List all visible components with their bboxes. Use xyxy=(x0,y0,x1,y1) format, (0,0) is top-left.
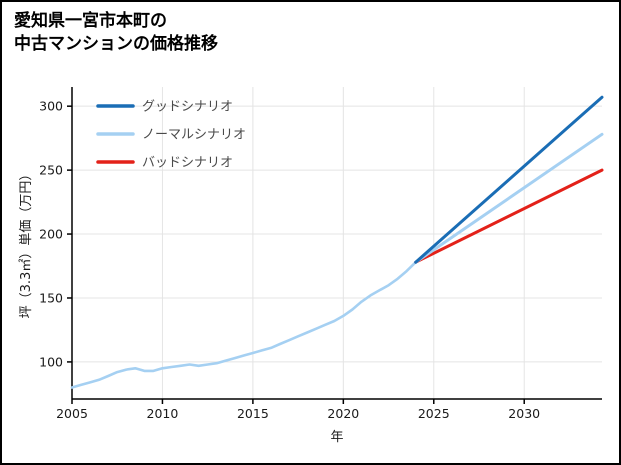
series-line-history xyxy=(70,260,418,389)
x-axis-title: 年 xyxy=(330,430,343,445)
series-line-3 xyxy=(414,95,604,264)
chart-title: 愛知県一宮市本町の 中古マンションの価格推移 xyxy=(14,10,218,56)
y-tick-label: 250 xyxy=(39,163,63,178)
series-line-2 xyxy=(414,132,604,264)
x-tick-label: 2020 xyxy=(327,406,359,421)
y-tick-label: 300 xyxy=(39,99,63,114)
series-line-1 xyxy=(414,168,604,264)
x-tick-label: 2030 xyxy=(508,406,540,421)
legend-label-2: バッドシナリオ xyxy=(142,156,233,171)
chart-title-line1: 愛知県一宮市本町の xyxy=(14,11,167,31)
x-tick-label: 2005 xyxy=(56,406,88,421)
x-tick-label: 2015 xyxy=(237,406,269,421)
chart-title-line2: 中古マンションの価格推移 xyxy=(14,33,218,54)
legend-label-1: ノーマルシナリオ xyxy=(142,128,246,143)
y-tick-label: 150 xyxy=(39,290,63,305)
y-axis-title: 坪（3.3㎡）単価（万円） xyxy=(18,168,34,319)
x-tick-label: 2025 xyxy=(418,406,450,421)
x-tick-label: 2010 xyxy=(147,406,179,421)
y-tick-label: 100 xyxy=(39,354,63,369)
y-tick-label: 200 xyxy=(39,227,63,242)
legend-label-0: グッドシナリオ xyxy=(142,100,233,115)
